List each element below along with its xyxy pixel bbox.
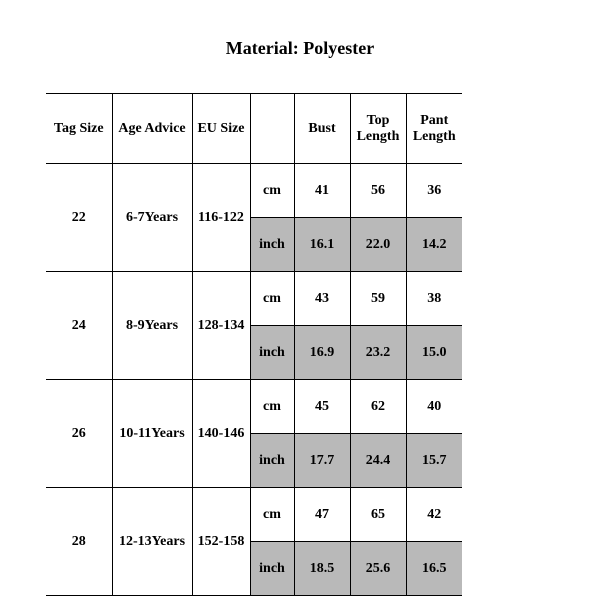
cell-pant-length: 36	[406, 164, 462, 218]
cell-bust: 41	[294, 164, 350, 218]
cell-bust: 16.9	[294, 326, 350, 380]
cell-tag-size: 24	[46, 272, 112, 380]
cell-tag-size: 22	[46, 164, 112, 272]
cell-pant-length: 16.5	[406, 542, 462, 596]
cell-eu-size: 116-122	[192, 164, 250, 272]
cell-eu-size: 152-158	[192, 488, 250, 596]
cell-age-advice: 6-7Years	[112, 164, 192, 272]
cell-unit-cm: cm	[250, 488, 294, 542]
cell-bust: 45	[294, 380, 350, 434]
cell-top-length: 23.2	[350, 326, 406, 380]
col-eu-size: EU Size	[192, 94, 250, 164]
cell-pant-length: 38	[406, 272, 462, 326]
table-header-row: Tag Size Age Advice EU Size Bust Top Len…	[46, 94, 462, 164]
cell-pant-length: 42	[406, 488, 462, 542]
cell-top-length: 22.0	[350, 218, 406, 272]
table-row: 28 12-13Years 152-158 cm 47 65 42	[46, 488, 462, 542]
cell-top-length: 59	[350, 272, 406, 326]
cell-top-length: 56	[350, 164, 406, 218]
cell-tag-size: 26	[46, 380, 112, 488]
table-row: 22 6-7Years 116-122 cm 41 56 36	[46, 164, 462, 218]
size-chart-table: Tag Size Age Advice EU Size Bust Top Len…	[46, 93, 462, 596]
cell-age-advice: 10-11Years	[112, 380, 192, 488]
cell-unit-inch: inch	[250, 218, 294, 272]
cell-tag-size: 28	[46, 488, 112, 596]
col-bust: Bust	[294, 94, 350, 164]
cell-pant-length: 15.7	[406, 434, 462, 488]
cell-unit-cm: cm	[250, 272, 294, 326]
cell-bust: 18.5	[294, 542, 350, 596]
cell-age-advice: 12-13Years	[112, 488, 192, 596]
cell-eu-size: 128-134	[192, 272, 250, 380]
col-tag-size: Tag Size	[46, 94, 112, 164]
col-pant-length: Pant Length	[406, 94, 462, 164]
col-age-advice: Age Advice	[112, 94, 192, 164]
cell-unit-cm: cm	[250, 164, 294, 218]
table-row: 26 10-11Years 140-146 cm 45 62 40	[46, 380, 462, 434]
page: Material: Polyester Tag Size Age Advice …	[0, 0, 600, 600]
cell-top-length: 65	[350, 488, 406, 542]
cell-unit-inch: inch	[250, 542, 294, 596]
cell-age-advice: 8-9Years	[112, 272, 192, 380]
cell-unit-inch: inch	[250, 434, 294, 488]
cell-unit-inch: inch	[250, 326, 294, 380]
cell-top-length: 25.6	[350, 542, 406, 596]
cell-top-length: 24.4	[350, 434, 406, 488]
cell-pant-length: 40	[406, 380, 462, 434]
cell-top-length: 62	[350, 380, 406, 434]
cell-pant-length: 14.2	[406, 218, 462, 272]
table-row: 24 8-9Years 128-134 cm 43 59 38	[46, 272, 462, 326]
cell-eu-size: 140-146	[192, 380, 250, 488]
cell-bust: 16.1	[294, 218, 350, 272]
cell-bust: 43	[294, 272, 350, 326]
cell-bust: 47	[294, 488, 350, 542]
cell-bust: 17.7	[294, 434, 350, 488]
cell-unit-cm: cm	[250, 380, 294, 434]
cell-pant-length: 15.0	[406, 326, 462, 380]
page-title: Material: Polyester	[0, 38, 600, 59]
col-top-length: Top Length	[350, 94, 406, 164]
col-unit	[250, 94, 294, 164]
